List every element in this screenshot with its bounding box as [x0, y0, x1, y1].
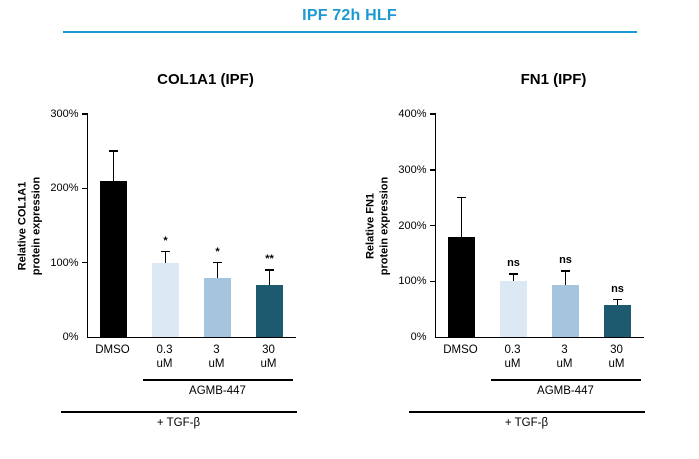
x-tick-label: 3 uM	[556, 344, 573, 371]
significance-label: ns	[611, 282, 624, 295]
charts-row: COL1A1 (IPF) Relative COL1A1 protein exp…	[0, 57, 699, 441]
error-bar-cap	[213, 261, 222, 264]
y-tick-label: 300%	[398, 163, 427, 176]
y-tick-label: 0%	[62, 331, 79, 343]
error-bar	[216, 262, 219, 278]
bar	[152, 262, 179, 337]
error-bar-cap	[161, 250, 170, 253]
bar	[256, 284, 283, 337]
x-tick-label: 30 uM	[260, 344, 277, 371]
y-tick-mark	[429, 224, 436, 227]
chart-body: Relative COL1A1 protein expression 0% 100…	[15, 108, 337, 343]
y-axis-label: Relative COL1A1 protein expression	[16, 176, 43, 275]
y-axis-label-wrap: Relative FN1 protein expression	[363, 114, 393, 337]
error-bar	[616, 299, 619, 305]
y-tick-mark	[81, 113, 88, 115]
bar	[500, 281, 527, 337]
y-axis-label: Relative FN1 protein expression	[364, 176, 391, 275]
y-tick-label: 100%	[50, 256, 79, 269]
group-line-tgfb	[408, 411, 645, 413]
group-line-tgfb	[60, 411, 297, 413]
error-bar	[112, 151, 115, 181]
chart-fn1: FN1 (IPF) Relative FN1 protein expressio…	[363, 57, 685, 441]
group-line-agmb	[490, 379, 641, 381]
y-tick-mark	[429, 169, 436, 171]
y-axis-label-wrap: Relative COL1A1 protein expression	[15, 114, 45, 337]
group-line-agmb	[142, 379, 293, 381]
error-bar	[512, 274, 515, 282]
error-bar-cap	[613, 298, 622, 301]
y-tick-label: 0%	[410, 331, 427, 343]
y-tick-mark	[429, 280, 436, 282]
error-bar	[164, 251, 167, 263]
chart-title: FN1 (IPF)	[520, 71, 587, 88]
chart-col1a1: COL1A1 (IPF) Relative COL1A1 protein exp…	[15, 57, 337, 441]
y-tick-label: 300%	[50, 108, 79, 120]
error-bar-cap	[509, 273, 518, 275]
figure-title: IPF 72h HLF	[302, 7, 397, 24]
error-bar-cap	[109, 150, 118, 152]
y-tick-label: 200%	[50, 182, 79, 195]
bar	[204, 277, 231, 337]
x-tick-label: DMSO	[95, 344, 130, 356]
error-bar-cap	[457, 196, 466, 199]
group-label-agmb: AGMB-447	[189, 385, 246, 397]
x-tick-label: DMSO	[443, 344, 478, 356]
y-tick-labels: 0% 100% 200% 300%	[45, 108, 87, 343]
chart-title: COL1A1 (IPF)	[157, 71, 254, 88]
y-tick-label: 200%	[398, 219, 427, 232]
y-tick-labels: 0% 100% 200% 300% 400%	[393, 108, 435, 343]
x-tick-label: 0.3 uM	[504, 344, 521, 371]
title-underline	[62, 31, 637, 33]
group-label-tgfb: + TGF-β	[156, 417, 201, 429]
x-tick-label: 0.3 uM	[156, 344, 173, 371]
group-label-agmb: AGMB-447	[537, 385, 594, 397]
error-bar	[460, 197, 463, 237]
grouping-annotations: AGMB-447 + TGF-β	[408, 375, 645, 441]
x-tick-label: 30 uM	[608, 344, 625, 371]
y-tick-mark	[429, 113, 436, 115]
x-tick-labels: DMSO 0.3 uM 3 uM 30 uM	[435, 343, 643, 375]
y-tick-label: 100%	[398, 275, 427, 288]
significance-label: ns	[507, 257, 520, 269]
significance-label: *	[215, 245, 220, 258]
x-tick-labels: DMSO 0.3 uM 3 uM 30 uM	[87, 343, 295, 375]
significance-label: ns	[559, 254, 572, 267]
bar	[552, 285, 579, 337]
bar	[100, 180, 127, 337]
plot-area: ns ns ns	[429, 113, 644, 338]
plot-area: * * **	[81, 113, 296, 338]
significance-label: *	[163, 234, 168, 247]
x-tick-label: 3 uM	[208, 344, 225, 371]
chart-body: Relative FN1 protein expression 0% 100% 20…	[363, 108, 685, 343]
grouping-annotations: AGMB-447 + TGF-β	[60, 375, 297, 441]
error-bar-cap	[265, 269, 274, 271]
significance-label: **	[265, 253, 274, 266]
bar	[604, 304, 631, 337]
bar	[448, 236, 475, 337]
error-bar	[564, 271, 567, 286]
error-bar	[268, 270, 271, 285]
y-tick-label: 400%	[398, 108, 427, 120]
group-label-tgfb: + TGF-β	[504, 417, 549, 429]
y-tick-mark	[81, 187, 88, 190]
y-tick-mark	[81, 261, 88, 264]
error-bar-cap	[561, 270, 570, 272]
